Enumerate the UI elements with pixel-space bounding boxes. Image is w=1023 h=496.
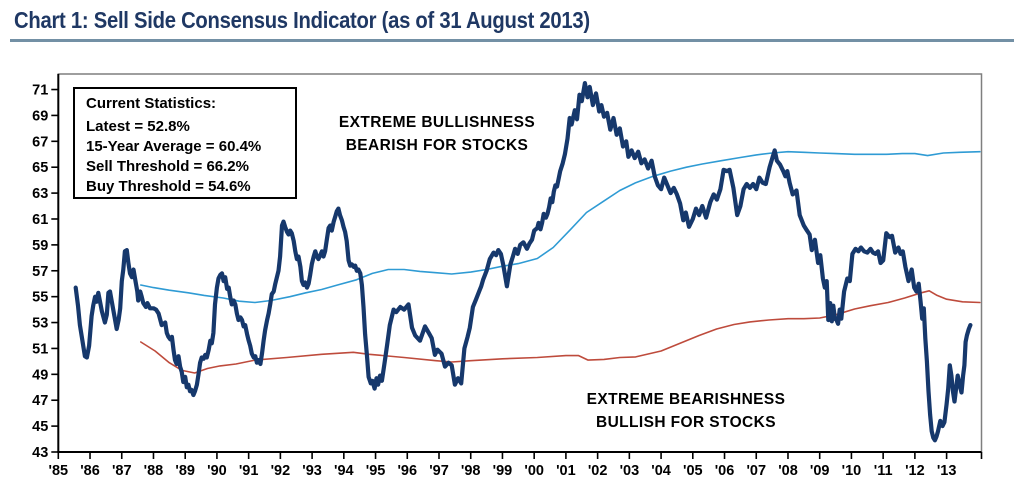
buy-threshold-line xyxy=(140,289,981,374)
annotation-top-line2: BEARISH FOR STOCKS xyxy=(345,137,529,154)
y-tick-label: 51 xyxy=(32,341,48,357)
x-tick-label: '96 xyxy=(397,463,417,479)
y-tick-label: 59 xyxy=(32,238,48,254)
x-tick-label: '91 xyxy=(239,463,259,479)
x-tick-label: '87 xyxy=(112,463,132,479)
title-underline xyxy=(10,39,1014,42)
stats-heading: Current Statistics: xyxy=(86,95,217,112)
x-tick-label: '03 xyxy=(620,463,640,479)
annotation-bottom-line1: EXTREME BEARISHNESS xyxy=(586,391,786,408)
x-tick-label: '05 xyxy=(683,463,703,479)
y-tick-label: 61 xyxy=(32,212,48,228)
x-tick-label: '13 xyxy=(937,463,957,479)
y-tick-label: 43 xyxy=(32,445,48,461)
x-tick-label: '06 xyxy=(715,463,735,479)
x-tick-label: '09 xyxy=(810,463,830,479)
y-tick-label: 67 xyxy=(32,134,48,150)
x-tick-label: '92 xyxy=(271,463,291,479)
x-tick-label: '88 xyxy=(144,463,164,479)
annotation-extreme-bearishness: EXTREME BEARISHNESS BULLISH FOR STOCKS xyxy=(566,388,806,434)
x-tick-label: '93 xyxy=(302,463,322,479)
x-tick-label: '94 xyxy=(334,463,354,479)
annotation-extreme-bullishness: EXTREME BULLISHNESS BEARISH FOR STOCKS xyxy=(317,111,557,157)
annotation-top-line1: EXTREME BULLISHNESS xyxy=(338,114,536,131)
annotation-bottom-line2: BULLISH FOR STOCKS xyxy=(595,414,776,431)
y-tick-label: 65 xyxy=(32,160,48,176)
x-tick-label: '07 xyxy=(746,463,766,479)
x-tick-label: '11 xyxy=(874,463,893,479)
stats-line-buy-threshold: Buy Threshold = 54.6% xyxy=(86,178,251,195)
x-tick-label: '04 xyxy=(651,463,671,479)
x-tick-label: '99 xyxy=(493,463,513,479)
y-tick-label: 49 xyxy=(32,367,48,383)
x-tick-label: '08 xyxy=(778,463,798,479)
x-tick-label: '10 xyxy=(842,463,862,479)
stats-line-average: 15-Year Average = 60.4% xyxy=(86,138,262,155)
x-tick-label: '01 xyxy=(556,463,576,479)
y-tick-label: 47 xyxy=(32,393,48,409)
x-tick-label: '85 xyxy=(49,463,69,479)
x-tick-label: '12 xyxy=(905,463,925,479)
chart-title: Chart 1: Sell Side Consensus Indicator (… xyxy=(14,7,590,33)
y-tick-label: 55 xyxy=(32,290,48,306)
x-tick-label: '98 xyxy=(461,463,481,479)
y-tick-label: 69 xyxy=(32,108,48,124)
y-tick-label: 63 xyxy=(32,186,48,202)
stats-line-latest: Latest = 52.8% xyxy=(86,118,190,135)
x-tick-label: '95 xyxy=(366,463,386,479)
stats-line-sell-threshold: Sell Threshold = 66.2% xyxy=(86,158,249,175)
y-tick-label: 53 xyxy=(32,316,48,332)
x-tick-label: '89 xyxy=(175,463,195,479)
stats-box: Current Statistics: Latest = 52.8% 15-Ye… xyxy=(73,87,297,199)
indicator-line xyxy=(73,80,973,443)
x-tick-label: '90 xyxy=(207,463,227,479)
sell-threshold-line xyxy=(140,150,981,304)
y-tick-label: 57 xyxy=(32,264,48,280)
y-tick-label: 45 xyxy=(32,419,48,435)
y-tick-label: 71 xyxy=(32,83,48,99)
x-tick-label: '02 xyxy=(588,463,608,479)
x-tick-label: '00 xyxy=(524,463,544,479)
x-tick-label: '97 xyxy=(429,463,449,479)
x-tick-label: '86 xyxy=(80,463,100,479)
